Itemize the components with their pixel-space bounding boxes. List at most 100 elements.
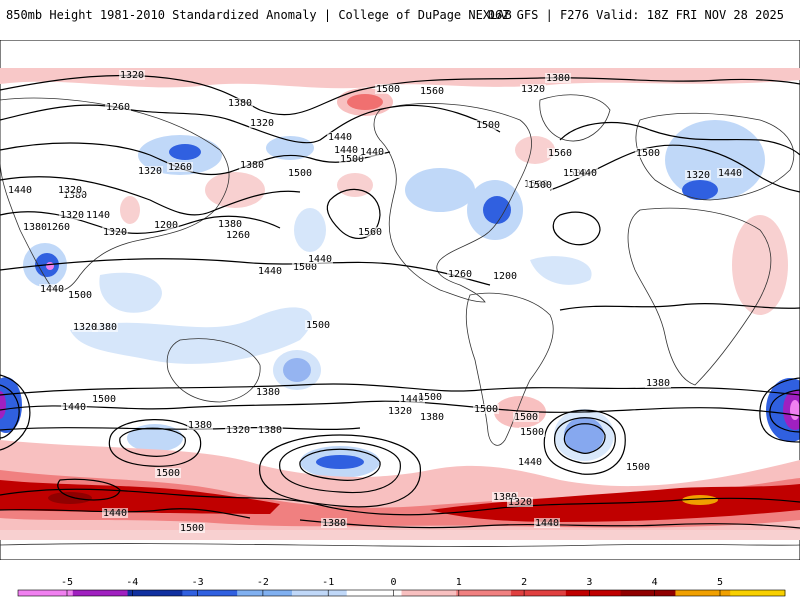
contour-label: 1320 — [120, 70, 144, 81]
negative-anomaly-region — [294, 208, 326, 252]
contour-label: 1380 — [93, 322, 117, 333]
contour-label-bg — [287, 168, 313, 178]
colorbar-canvas: -5 -4 -3 -2 -1 0 1 2 3 4 5 — [17, 577, 786, 597]
contour-label: 1500 — [520, 427, 544, 438]
contour-label-bg — [92, 322, 118, 332]
contour-label-bg — [519, 427, 545, 437]
contour-label-bg — [333, 145, 359, 155]
contour-label-bg — [357, 227, 383, 237]
contour-label-bg — [225, 425, 251, 435]
negative-anomaly-region — [127, 424, 183, 452]
contour-label-bg — [225, 230, 251, 240]
contour-label-bg — [39, 284, 65, 294]
contour-label-bg — [375, 84, 401, 94]
contour-label-bg — [339, 154, 365, 164]
negative-anomaly-region — [405, 168, 475, 212]
contour-label-bg — [492, 492, 518, 502]
contour-label: 1440 — [360, 147, 384, 158]
contour-label-bg — [61, 402, 87, 412]
contour-label-bg — [227, 98, 253, 108]
africa-outline — [627, 207, 772, 386]
contour-label: 1200 — [154, 220, 178, 231]
contour-label-bg — [102, 227, 128, 237]
colorbar-swatch — [72, 590, 129, 596]
contour-label-bg — [137, 166, 163, 176]
positive-anomaly-region — [120, 196, 140, 224]
contour-label-bg — [534, 518, 560, 528]
contour-label-bg — [217, 219, 243, 229]
positive-anomaly-region — [0, 68, 800, 89]
contour-label: 1380 — [258, 425, 282, 436]
contour-label-bg — [419, 412, 445, 422]
contour-label: 1260 — [168, 162, 192, 173]
colorbar-swatch — [291, 590, 348, 596]
colorbar-tick-label: 1 — [456, 577, 462, 588]
contour-label-bg — [327, 132, 353, 142]
contour-label: 1500 — [636, 148, 660, 159]
colorbar-swatch — [401, 590, 457, 596]
contour-label: 1380 — [240, 160, 264, 171]
colorbar-legend: -5 -4 -3 -2 -1 0 1 2 3 4 5 — [0, 560, 800, 600]
contour-label: 1260 — [106, 102, 130, 113]
colorbar-outline — [17, 589, 786, 597]
asia-outline — [0, 97, 230, 291]
negative-anomaly-region — [169, 144, 201, 160]
colorbar-swatch — [456, 590, 512, 596]
negative-anomaly-region — [0, 377, 22, 433]
contour-label: 1320 — [103, 227, 127, 238]
contour-label: 1380 — [63, 190, 87, 201]
colorbar-swatch — [346, 590, 402, 596]
contour-label: 1500 — [293, 262, 317, 273]
colorbar-tick-label: 4 — [652, 577, 658, 588]
contour-label-bg — [119, 70, 145, 80]
height-contours — [0, 74, 800, 529]
negative-anomaly-region — [273, 350, 321, 390]
colorbar-swatch — [18, 590, 74, 596]
contour-label: 1380 — [218, 219, 242, 230]
anomaly-map: 1320 1260 1380 1320 1500 1560 1380 1320 1440 1500… — [0, 40, 800, 560]
contour-label: 1440 — [573, 168, 597, 179]
contour-label: 1500 — [418, 392, 442, 403]
map-title: 850mb Height 1981-2010 Standardized Anom… — [6, 8, 512, 22]
header: 850mb Height 1981-2010 Standardized Anom… — [0, 0, 800, 40]
contour-label-bg — [645, 378, 671, 388]
contour-label: 1560 — [358, 227, 382, 238]
greenland-outline — [539, 94, 611, 142]
contour-label: 1200 — [493, 271, 517, 282]
contour-label: 1140 — [86, 210, 110, 221]
contour-label: 1320 — [58, 185, 82, 196]
contour-label: 1380 — [256, 387, 280, 398]
contour-label: 1500 — [474, 404, 498, 415]
contour-label: 1440 — [328, 132, 352, 143]
colorbar-swatch — [620, 590, 676, 596]
contour-label: 1500 — [626, 462, 650, 473]
contour-label: 1560 — [420, 86, 444, 97]
positive-anomaly-region — [515, 136, 555, 164]
contour-label: 1320 — [388, 406, 412, 417]
contour-label: 1500 — [68, 290, 92, 301]
contour-label: 1440 — [518, 457, 542, 468]
contour-label: 1440 — [258, 266, 282, 277]
contour-label-bg — [67, 290, 93, 300]
colorbar-tick-label: -4 — [126, 577, 138, 588]
contour-label: 1440 — [40, 284, 64, 295]
contour-label: 1380 — [646, 378, 670, 389]
colorbar-tick-label: 2 — [521, 577, 527, 588]
contour-label: 1500 — [288, 168, 312, 179]
contour-label-bg — [257, 266, 283, 276]
contour-label-bg — [239, 160, 265, 170]
negative-anomaly-region — [46, 262, 54, 270]
contour-label: 1440 — [400, 394, 424, 405]
contour-label: 1440 — [62, 402, 86, 413]
positive-anomaly-region — [0, 530, 800, 540]
contour-label-bg — [321, 518, 347, 528]
colorbar-tick-label: 3 — [586, 577, 592, 588]
positive-anomaly-region — [347, 94, 383, 110]
contour-label-bg — [635, 148, 661, 158]
contour-label: 1320 — [73, 322, 97, 333]
contour-label: 1320 — [226, 425, 250, 436]
contour-label-bg — [102, 508, 128, 518]
contour-label: 1320 — [508, 497, 532, 508]
contour-label: 1500 — [156, 468, 180, 479]
colorbar-swatch — [182, 590, 238, 596]
